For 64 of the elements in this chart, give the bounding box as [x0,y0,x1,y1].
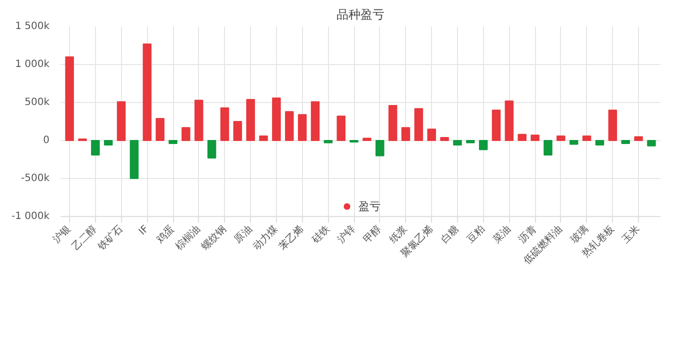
bar [556,135,566,141]
bar [324,140,333,144]
y-tick-label: 0 [43,135,50,146]
bar [621,140,630,144]
y-tick-label: 1 500k [15,21,50,32]
bar [194,100,204,141]
bar [608,110,618,141]
bar [272,97,281,141]
bar [130,140,139,179]
bar [492,110,501,141]
bar [362,138,372,141]
bar [647,140,656,146]
chart-title: 品种盈亏 [336,8,384,22]
x-tick-label: 硅铁 [308,222,332,246]
y-tick-label: 1 000k [15,59,50,70]
x-tick-label: 铁矿石 [94,222,126,254]
bar [388,105,398,141]
bar [156,118,164,141]
x-tick-label: 豆粕 [465,224,488,246]
y-tick-label: -1 000k [11,211,50,222]
bar [544,140,552,156]
x-tick-label: 沪锌 [335,222,358,246]
bar [233,121,242,141]
bar [246,98,255,141]
bar [504,100,514,141]
x-tick-label: 玉米 [620,222,642,246]
bar [518,134,527,141]
x-tick-label: IF [137,223,152,238]
bar [376,140,384,156]
bar [569,140,578,145]
bar [414,108,424,141]
x-tick-label: 原油 [232,222,254,246]
bar [466,140,475,144]
bar [207,140,216,158]
x-tick-label: 白糖 [438,222,462,246]
bar [453,140,462,146]
bar [104,140,113,146]
bar [65,56,74,141]
bar [116,101,126,141]
bar [168,140,178,144]
bar [595,140,604,146]
bar [285,111,294,141]
x-tick-label: 沥青 [516,222,539,246]
bar [220,107,230,141]
bar [440,136,449,141]
x-tick-label: 甲醇 [361,222,384,246]
bar [634,136,643,141]
bar [427,128,436,141]
bar [401,127,410,141]
bar [142,43,152,141]
x-tick-label: 苯乙烯 [276,222,306,253]
bar [582,135,592,141]
bar [259,135,268,141]
x-tick-label: 菜油 [490,222,514,246]
bar [310,101,320,141]
y-tick-label: 500k [24,97,50,108]
bar [530,134,540,141]
bar [298,114,307,141]
y-tick-label: -500k [21,173,50,184]
bar [478,140,488,150]
bar [91,140,100,156]
bar [336,116,346,141]
bar [182,127,190,141]
legend-label: 盈亏 [358,198,380,214]
